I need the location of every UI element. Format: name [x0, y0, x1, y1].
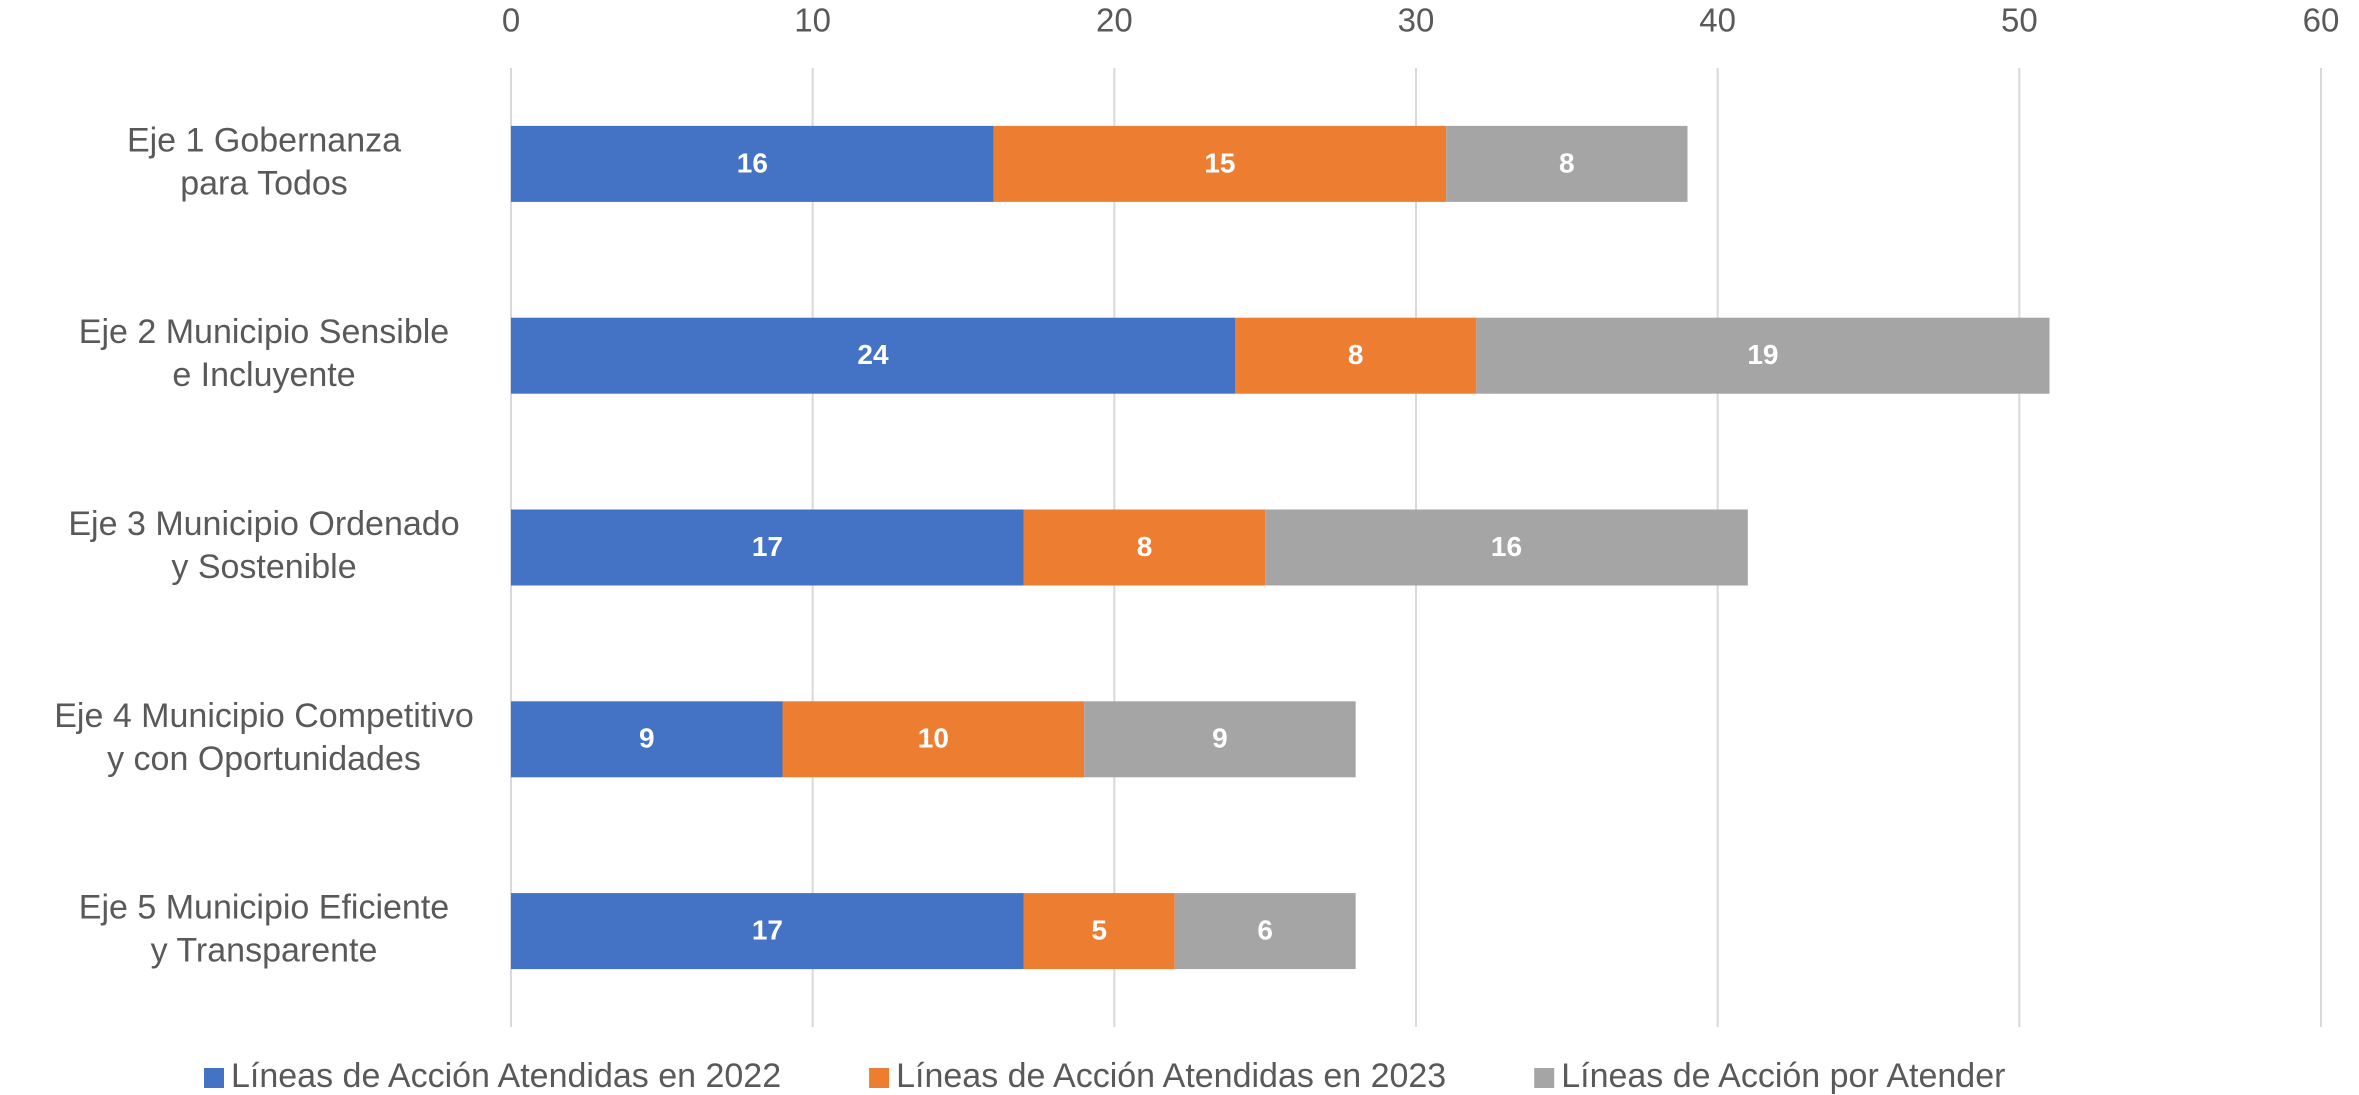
bar-segment: [1476, 317, 2050, 394]
data-label: 17: [752, 531, 783, 562]
x-tick-label: 10: [794, 2, 831, 39]
data-label: 6: [1257, 914, 1273, 945]
data-label: 8: [1137, 531, 1153, 562]
legend-swatch: [204, 1068, 224, 1088]
category-label: y con Oportunidades: [107, 740, 421, 778]
data-label: 9: [1212, 723, 1228, 754]
bar-segment: [1235, 317, 1477, 394]
category-label: Eje 2 Municipio Sensible: [79, 313, 449, 351]
data-label: 10: [918, 723, 949, 754]
bar-segment: [511, 701, 783, 778]
x-tick-label: 50: [2001, 2, 2038, 39]
x-tick-label: 60: [2303, 2, 2340, 39]
bar-segment: [1023, 509, 1266, 586]
data-label: 15: [1204, 147, 1235, 178]
data-label: 19: [1747, 339, 1778, 370]
legend-label: Líneas de Acción Atendidas en 2023: [896, 1057, 1446, 1095]
data-label: 24: [857, 339, 889, 370]
legend-swatch: [1534, 1068, 1555, 1088]
legend-swatch: [869, 1068, 890, 1088]
x-tick-label: 20: [1096, 2, 1133, 39]
data-label: 16: [737, 147, 768, 178]
data-label: 8: [1559, 147, 1575, 178]
x-tick-label: 30: [1398, 2, 1435, 39]
category-label: Eje 1 Gobernanza: [127, 121, 401, 159]
data-label: 17: [752, 914, 783, 945]
x-tick-label: 40: [1699, 2, 1736, 39]
bar-segment: [1265, 509, 1748, 586]
legend-label: Líneas de Acción por Atender: [1561, 1057, 2005, 1095]
bar-segment: [1174, 893, 1356, 970]
category-label: y Transparente: [151, 932, 378, 970]
data-label: 16: [1491, 531, 1522, 562]
category-label: e Incluyente: [172, 356, 355, 394]
category-label: Eje 4 Municipio Competitivo: [54, 697, 474, 735]
bar-segment: [1446, 125, 1688, 202]
data-label: 9: [639, 723, 655, 754]
data-label: 5: [1091, 914, 1107, 945]
bar-segment: [782, 701, 1085, 778]
category-label: y Sostenible: [171, 548, 356, 586]
data-label: 8: [1348, 339, 1364, 370]
category-label: Eje 3 Municipio Ordenado: [68, 505, 459, 543]
category-label: para Todos: [180, 164, 348, 202]
bar-segment: [511, 125, 994, 202]
bar-segment: [1084, 701, 1356, 778]
bar-segment: [993, 125, 1447, 202]
bar-segment: [511, 509, 1024, 586]
bar-segment: [511, 893, 1024, 970]
bar-segment: [1023, 893, 1175, 970]
category-label: Eje 5 Municipio Eficiente: [79, 889, 449, 927]
bar-segment: [511, 317, 1235, 394]
x-tick-label: 0: [502, 2, 520, 39]
legend-label: Líneas de Acción Atendidas en 2022: [231, 1057, 781, 1095]
